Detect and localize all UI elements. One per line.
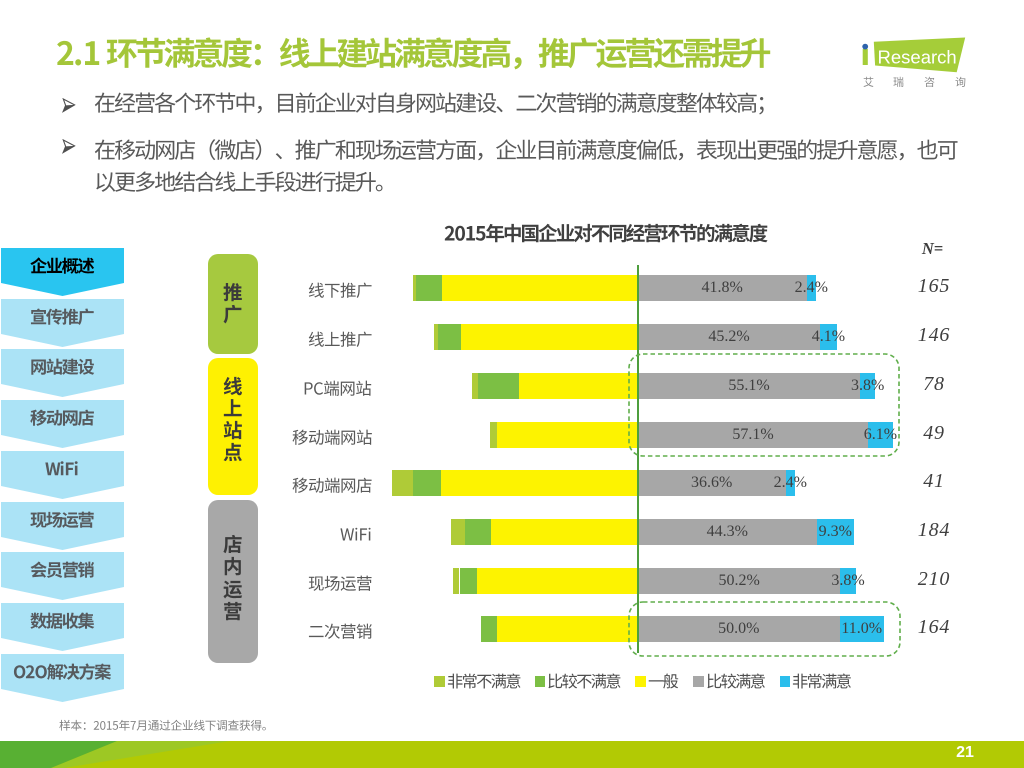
- svg-text:Research: Research: [878, 47, 957, 68]
